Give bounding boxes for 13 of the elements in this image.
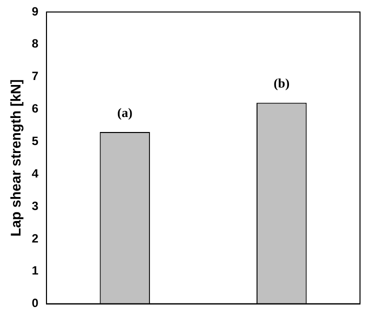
annotation: (a) (117, 104, 132, 120)
y-tick-label: 2 (32, 231, 39, 246)
y-axis-title: Lap shear strength [kN] (7, 79, 24, 236)
y-tick-label: 6 (32, 102, 39, 116)
y-tick-label: 4 (32, 166, 39, 180)
y-tick-label: 8 (32, 36, 39, 51)
y-tick-label: 1 (32, 264, 39, 278)
y-tick-label: 0 (32, 296, 39, 310)
annotation: (b) (274, 76, 290, 91)
y-tick-label: 5 (32, 134, 39, 148)
y-tick-label: 7 (32, 69, 39, 84)
y-tick-label: 9 (32, 4, 39, 18)
y-tick-label: 3 (32, 198, 39, 213)
